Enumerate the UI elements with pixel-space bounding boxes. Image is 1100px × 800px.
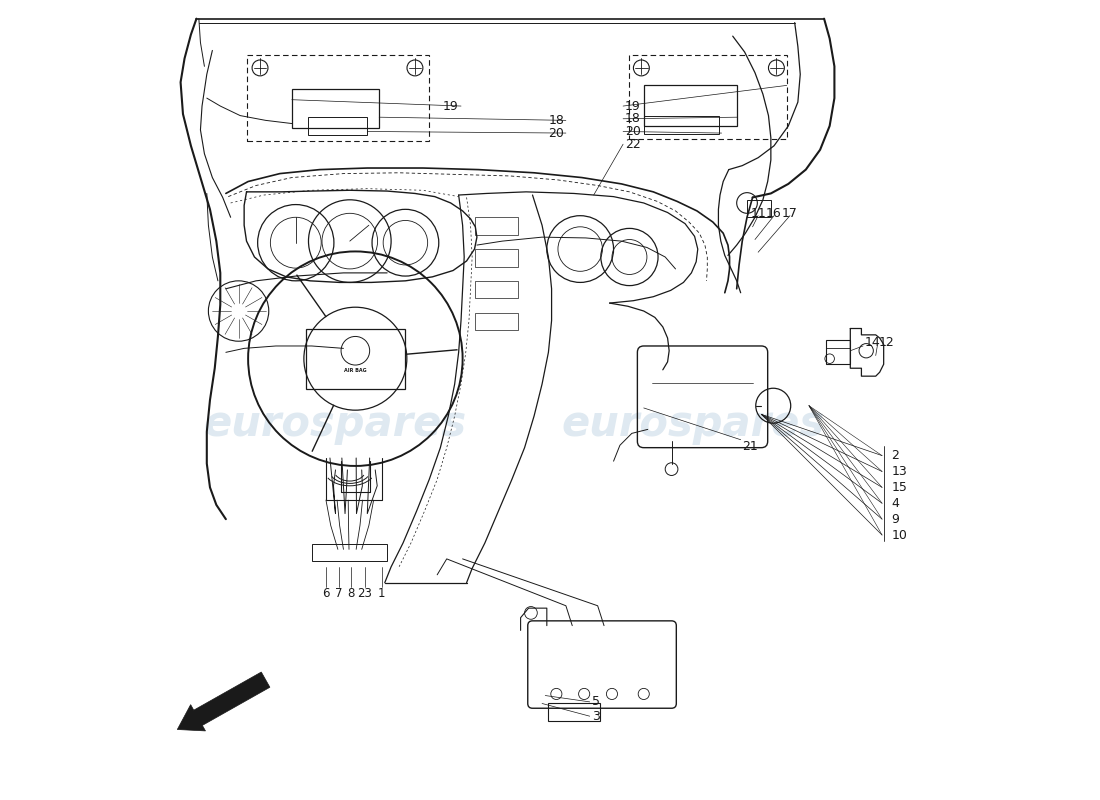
Text: 7: 7 <box>334 587 342 600</box>
Text: 19: 19 <box>443 99 459 113</box>
Text: AIR BAG: AIR BAG <box>344 368 366 373</box>
Text: eurospares: eurospares <box>204 403 468 445</box>
Bar <box>474 313 518 330</box>
Text: 12: 12 <box>879 336 894 350</box>
Bar <box>306 329 405 389</box>
Text: 10: 10 <box>892 529 907 542</box>
Text: 4: 4 <box>892 497 900 510</box>
Bar <box>629 55 786 139</box>
Text: 13: 13 <box>892 465 907 478</box>
Text: 16: 16 <box>767 207 782 220</box>
Text: 19: 19 <box>625 99 640 113</box>
Text: 20: 20 <box>625 125 640 138</box>
Text: 8: 8 <box>348 587 355 600</box>
Bar <box>474 218 518 234</box>
Text: 18: 18 <box>625 112 640 126</box>
Text: 6: 6 <box>322 587 330 600</box>
Text: 11: 11 <box>750 207 766 220</box>
FancyArrow shape <box>177 672 270 731</box>
Bar <box>474 249 518 266</box>
Bar <box>747 200 771 218</box>
Text: 18: 18 <box>549 114 564 127</box>
Bar <box>292 89 379 128</box>
Bar <box>474 281 518 298</box>
Text: 17: 17 <box>782 207 797 220</box>
Text: 3: 3 <box>592 710 600 722</box>
Bar <box>644 116 719 134</box>
Bar <box>644 85 737 126</box>
Bar <box>246 55 429 141</box>
Text: 23: 23 <box>358 587 372 600</box>
Text: 1: 1 <box>377 587 385 600</box>
Text: 21: 21 <box>742 439 758 453</box>
Text: eurospares: eurospares <box>561 403 825 445</box>
Bar <box>549 703 601 721</box>
Text: 5: 5 <box>592 695 601 708</box>
Text: 20: 20 <box>549 126 564 139</box>
Bar <box>826 341 850 364</box>
Text: 22: 22 <box>625 138 640 150</box>
Text: 14: 14 <box>865 336 880 350</box>
Text: 2: 2 <box>892 449 900 462</box>
Text: 15: 15 <box>892 481 907 494</box>
Text: 9: 9 <box>892 513 900 526</box>
Bar <box>308 117 367 134</box>
Bar <box>311 544 387 562</box>
